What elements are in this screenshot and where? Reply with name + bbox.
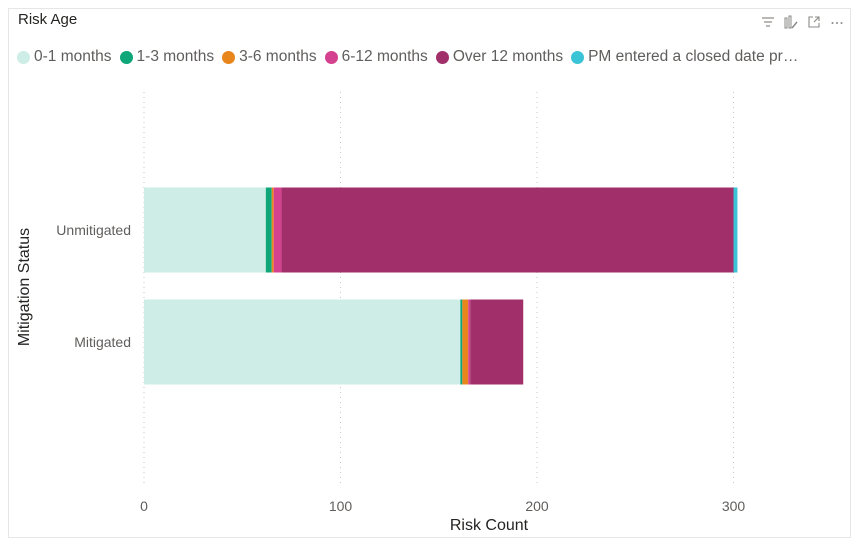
filter-icon[interactable] bbox=[761, 15, 775, 29]
legend-swatch bbox=[571, 50, 585, 64]
legend-swatch bbox=[435, 50, 449, 64]
more-options-icon[interactable] bbox=[830, 15, 844, 29]
bar-segment[interactable] bbox=[144, 187, 266, 273]
x-axis-title: Risk Count bbox=[450, 517, 529, 534]
expand-icon[interactable] bbox=[807, 15, 821, 29]
bars bbox=[144, 187, 738, 385]
x-tick-label: 300 bbox=[722, 498, 746, 514]
legend-item[interactable]: 6-12 months bbox=[324, 48, 428, 66]
legend-swatch bbox=[324, 50, 338, 64]
chart-title: Risk Age bbox=[18, 11, 78, 28]
bar-segment[interactable] bbox=[281, 187, 734, 273]
legend-swatch bbox=[119, 50, 133, 64]
legend-label: Over 12 months bbox=[452, 48, 564, 65]
x-axis-ticks: 0 100 200 300 bbox=[140, 498, 745, 514]
legend-item[interactable]: 1-3 months bbox=[119, 48, 215, 66]
visual-header-icons bbox=[761, 15, 844, 29]
bar-segment[interactable] bbox=[265, 187, 272, 273]
bar-segment[interactable] bbox=[733, 187, 738, 273]
x-tick-label: 200 bbox=[525, 498, 549, 514]
bar-segment[interactable] bbox=[468, 299, 471, 385]
y-tick-label: Unmitigated bbox=[56, 222, 131, 238]
legend-swatch bbox=[222, 50, 236, 64]
legend-label: 6-12 months bbox=[341, 48, 428, 65]
legend-item[interactable]: 3-6 months bbox=[222, 48, 317, 66]
legend-label: 3-6 months bbox=[239, 48, 317, 65]
bar-segment[interactable] bbox=[462, 299, 469, 385]
legend-label: 1-3 months bbox=[136, 48, 215, 65]
legend-item[interactable]: PM entered a closed date pr… bbox=[571, 48, 839, 66]
y-axis-ticks: Unmitigated Mitigated bbox=[56, 222, 131, 350]
bar-segment[interactable] bbox=[460, 299, 463, 385]
bar-segment[interactable] bbox=[470, 299, 524, 385]
risk-age-visual: Risk Age 0-1 months 1-3 months 3-6 months 6… bbox=[8, 8, 851, 538]
x-tick-label: 0 bbox=[140, 498, 148, 514]
bar-segment[interactable] bbox=[273, 187, 282, 273]
x-tick-label: 100 bbox=[329, 498, 353, 514]
y-tick-label: Mitigated bbox=[74, 334, 131, 350]
focus-mode-icon[interactable] bbox=[784, 15, 798, 29]
legend-item[interactable]: Over 12 months bbox=[435, 48, 564, 66]
y-axis-title: Mitigation Status bbox=[16, 228, 33, 346]
bar-segment[interactable] bbox=[144, 299, 461, 385]
bar-segment[interactable] bbox=[271, 187, 274, 273]
chart-legend: 0-1 months 1-3 months 3-6 months 6-12 month… bbox=[17, 47, 847, 67]
legend-label: 0-1 months bbox=[34, 48, 112, 65]
legend-item[interactable]: 0-1 months bbox=[17, 48, 112, 66]
gridlines bbox=[143, 92, 734, 485]
legend-swatch bbox=[17, 50, 30, 64]
